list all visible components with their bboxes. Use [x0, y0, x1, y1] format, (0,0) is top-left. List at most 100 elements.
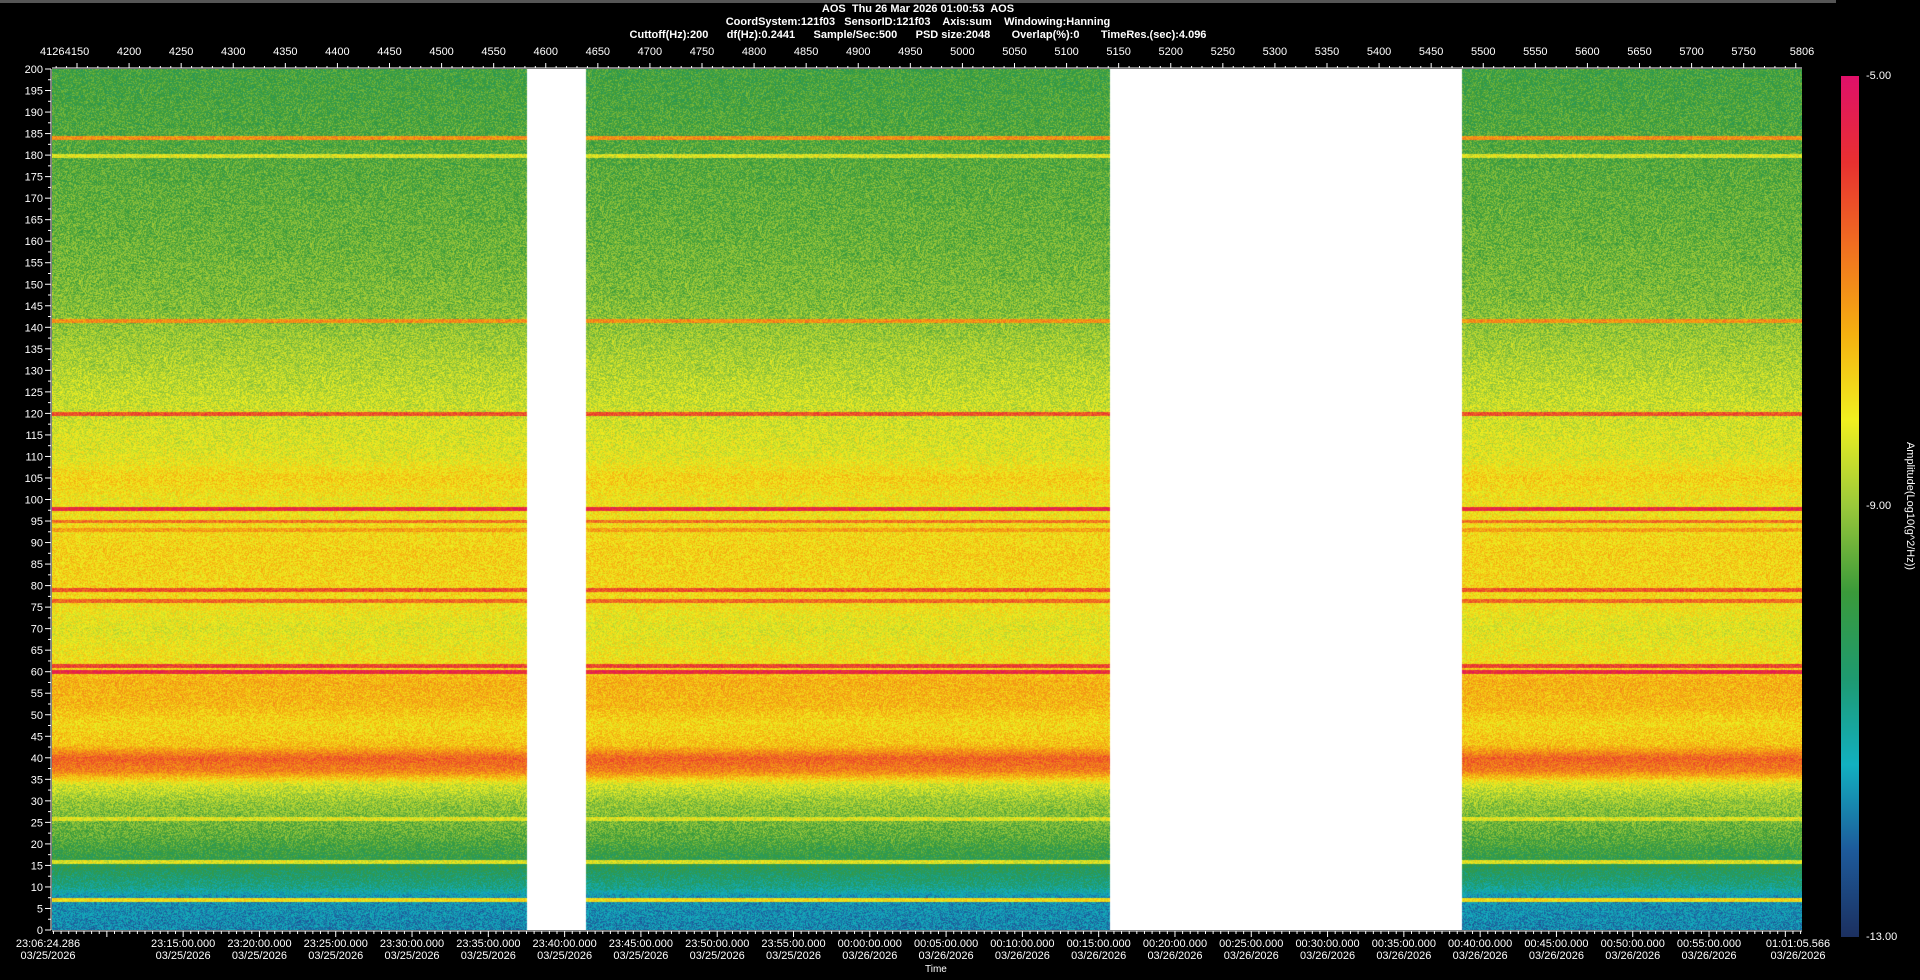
top-axis-label: 4700 [638, 46, 662, 58]
y-axis-label: 10 [31, 882, 43, 894]
y-axis-label: 115 [25, 430, 43, 442]
time-axis-label-date: 03/26/2026 [1453, 950, 1508, 962]
top-axis-label: 4550 [481, 46, 505, 58]
top-axis-label: 4650 [586, 46, 610, 58]
y-axis-label: 70 [31, 624, 43, 636]
colorbar [1841, 76, 1859, 937]
y-axis-label: 170 [25, 193, 43, 205]
y-axis-label: 65 [31, 645, 43, 657]
colorbar-mid-label: -9.00 [1866, 500, 1892, 512]
top-axis-label: 4400 [325, 46, 349, 58]
top-axis-label: 5200 [1159, 46, 1183, 58]
time-axis-label-date: 03/25/2026 [766, 950, 821, 962]
top-axis-label: 4900 [846, 46, 870, 58]
top-axis-label: 5600 [1575, 46, 1599, 58]
y-axis-label: 90 [31, 538, 43, 550]
top-axis-label: 4300 [221, 46, 245, 58]
time-axis-label-date: 03/25/2026 [308, 950, 363, 962]
top-axis-start-label: 4126 [40, 46, 64, 58]
top-axis-label: 4600 [534, 46, 558, 58]
header-parameters: Cuttoff(Hz):200 df(Hz):0.2441 Sample/Sec… [629, 29, 1207, 41]
top-axis-label: 5650 [1627, 46, 1651, 58]
y-axis-label: 60 [31, 667, 43, 679]
time-axis-label-time: 00:50:00.000 [1601, 938, 1665, 950]
top-axis-label: 5150 [1106, 46, 1130, 58]
time-axis-label-time: 23:40:00.000 [533, 938, 597, 950]
time-axis-label-time: 00:00:00.000 [838, 938, 902, 950]
top-axis-label: 5250 [1211, 46, 1235, 58]
top-axis-label: 4150 [65, 46, 89, 58]
spectrogram-plot[interactable] [52, 69, 1802, 930]
time-axis-label-date: 03/26/2026 [1605, 950, 1660, 962]
y-axis-label: 95 [31, 516, 43, 528]
time-axis-label-time: 00:15:00.000 [1067, 938, 1131, 950]
time-axis-label-time: 23:15:00.000 [151, 938, 215, 950]
top-axis-label: 4850 [794, 46, 818, 58]
top-axis-label: 5806 [1790, 46, 1814, 58]
header-title: AOS Thu 26 Mar 2026 01:00:53 AOS [821, 3, 1015, 15]
y-axis-label: 140 [25, 322, 43, 334]
y-axis-label: 135 [25, 344, 43, 356]
y-axis-label: 120 [25, 408, 43, 420]
top-axis-label: 4250 [169, 46, 193, 58]
y-axis-label: 45 [31, 731, 43, 743]
time-axis-label-date: 03/26/2026 [995, 950, 1050, 962]
time-axis-label-date: 03/25/2026 [613, 950, 668, 962]
time-axis-label-date: 03/26/2026 [1529, 950, 1584, 962]
colorbar-min-label: -13.00 [1866, 931, 1898, 943]
header-config: CoordSystem:121f03 SensorID:121f03 Axis:… [725, 16, 1111, 28]
time-axis-label-time: 01:01:05.566 [1766, 938, 1830, 950]
y-axis-label: 155 [25, 258, 43, 270]
time-axis-label-time: 23:20:00.000 [227, 938, 291, 950]
y-axis-label: 185 [25, 129, 43, 141]
y-axis-label: 80 [31, 581, 43, 593]
top-axis-label: 4350 [273, 46, 297, 58]
y-axis-label: 5 [37, 903, 43, 915]
time-axis-label-time: 23:55:00.000 [761, 938, 825, 950]
top-axis-label: 5450 [1419, 46, 1443, 58]
y-axis-label: 55 [31, 688, 43, 700]
time-axis-label-date: 03/26/2026 [1300, 950, 1355, 962]
y-axis-label: 175 [25, 172, 43, 184]
time-axis-label-time: 00:25:00.000 [1219, 938, 1283, 950]
top-axis-label: 5350 [1315, 46, 1339, 58]
time-axis-label-time: 00:45:00.000 [1524, 938, 1588, 950]
y-axis-label: 85 [31, 559, 43, 571]
time-axis-label-time: 00:35:00.000 [1372, 938, 1436, 950]
window-top-border [0, 0, 1836, 3]
top-axis-label: 4950 [898, 46, 922, 58]
time-axis-label-time: 00:05:00.000 [914, 938, 978, 950]
time-axis-label-time: 00:20:00.000 [1143, 938, 1207, 950]
y-axis-label: 0 [37, 925, 43, 937]
time-axis-label-time: 23:25:00.000 [304, 938, 368, 950]
time-axis-label-date: 03/25/2026 [461, 950, 516, 962]
y-axis-label: 150 [25, 279, 43, 291]
time-axis-label-date: 03/26/2026 [1682, 950, 1737, 962]
y-axis-label: 30 [31, 796, 43, 808]
top-axis-label: 4800 [742, 46, 766, 58]
y-axis-label: 195 [25, 86, 43, 98]
y-axis-label: 110 [25, 451, 43, 463]
top-axis-label: 4200 [117, 46, 141, 58]
top-axis-label: 5550 [1523, 46, 1547, 58]
time-axis-label-time: 23:06:24.286 [16, 938, 80, 950]
top-axis-label: 4500 [429, 46, 453, 58]
y-axis-label: 15 [31, 860, 43, 872]
time-axis-label-time: 23:50:00.000 [685, 938, 749, 950]
time-axis-label-time: 23:45:00.000 [609, 938, 673, 950]
y-axis-label: 105 [25, 473, 43, 485]
top-axis-label: 4450 [377, 46, 401, 58]
time-axis-label-date: 03/25/2026 [232, 950, 287, 962]
time-axis-label-date: 03/26/2026 [1147, 950, 1202, 962]
top-axis-label: 5400 [1367, 46, 1391, 58]
y-axis-label: 180 [25, 150, 43, 162]
top-axis-label: 5300 [1263, 46, 1287, 58]
colorbar-max-label: -5.00 [1866, 70, 1892, 82]
top-axis-label: 5500 [1471, 46, 1495, 58]
top-axis-label: 5700 [1679, 46, 1703, 58]
y-axis-label: 160 [25, 236, 43, 248]
y-axis-label: 40 [31, 753, 43, 765]
time-axis-label-time: 23:35:00.000 [456, 938, 520, 950]
y-axis-label: 165 [25, 215, 43, 227]
